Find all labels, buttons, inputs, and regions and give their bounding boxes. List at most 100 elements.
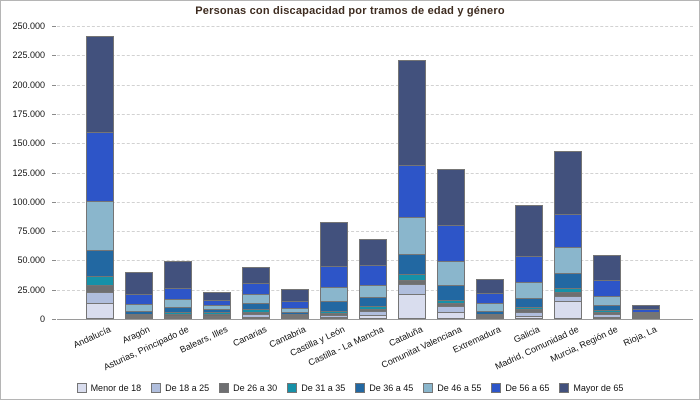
bar-segment[interactable] (319, 315, 348, 317)
bar-segment[interactable] (163, 261, 192, 288)
bar-segment[interactable] (241, 303, 270, 309)
bar-segment[interactable] (475, 314, 504, 315)
bar-segment[interactable] (514, 205, 543, 256)
bar-segment[interactable] (553, 288, 582, 292)
bar-segment[interactable] (592, 296, 621, 305)
bar-segment[interactable] (202, 316, 231, 317)
bar-segment[interactable] (319, 301, 348, 311)
bar-segment[interactable] (631, 315, 660, 316)
bar-segment[interactable] (592, 314, 621, 317)
legend-item[interactable]: De 36 a 45 (355, 383, 413, 393)
bar-segment[interactable] (553, 273, 582, 288)
bar-segment[interactable] (202, 292, 231, 300)
bar-stack[interactable] (163, 261, 192, 319)
bar-segment[interactable] (85, 292, 114, 303)
bar-segment[interactable] (124, 311, 153, 314)
bar-segment[interactable] (631, 316, 660, 317)
bar-segment[interactable] (280, 314, 309, 315)
legend-item[interactable]: De 26 a 30 (219, 383, 277, 393)
bar-segment[interactable] (475, 317, 504, 319)
bar-segment[interactable] (436, 300, 465, 303)
bar-segment[interactable] (553, 296, 582, 301)
bar-segment[interactable] (514, 316, 543, 319)
bar-segment[interactable] (397, 294, 426, 319)
bar-segment[interactable] (397, 254, 426, 274)
bar-segment[interactable] (163, 299, 192, 307)
bar-segment[interactable] (475, 311, 504, 314)
bar-segment[interactable] (631, 312, 660, 313)
bar-segment[interactable] (319, 222, 348, 266)
bar-stack[interactable] (124, 272, 153, 319)
bar-segment[interactable] (163, 288, 192, 299)
bar-segment[interactable] (85, 132, 114, 201)
bar-segment[interactable] (397, 217, 426, 254)
bar-segment[interactable] (397, 274, 426, 280)
bar-segment[interactable] (163, 314, 192, 316)
bar-segment[interactable] (358, 265, 387, 285)
bar-segment[interactable] (241, 294, 270, 303)
bar-segment[interactable] (514, 282, 543, 298)
bar-segment[interactable] (475, 293, 504, 303)
legend-item[interactable]: De 46 a 55 (423, 383, 481, 393)
legend-item[interactable]: Menor de 18 (76, 383, 141, 393)
bar-segment[interactable] (163, 316, 192, 317)
bar-segment[interactable] (202, 317, 231, 319)
bar-segment[interactable] (358, 285, 387, 297)
bar-segment[interactable] (241, 309, 270, 312)
bar-segment[interactable] (280, 301, 309, 308)
bar-segment[interactable] (124, 315, 153, 316)
bar-segment[interactable] (124, 294, 153, 304)
bar-segment[interactable] (280, 289, 309, 301)
bar-segment[interactable] (241, 283, 270, 294)
bar-segment[interactable] (202, 305, 231, 309)
bar-segment[interactable] (475, 279, 504, 293)
bar-segment[interactable] (319, 287, 348, 301)
bar-segment[interactable] (358, 239, 387, 265)
bar-segment[interactable] (436, 169, 465, 225)
bar-segment[interactable] (514, 256, 543, 282)
bar-stack[interactable] (514, 205, 543, 319)
bar-segment[interactable] (85, 303, 114, 319)
bar-stack[interactable] (319, 222, 348, 319)
bar-segment[interactable] (631, 317, 660, 319)
bar-segment[interactable] (553, 301, 582, 319)
legend-item[interactable]: De 18 a 25 (151, 383, 209, 393)
bar-segment[interactable] (241, 317, 270, 319)
bar-segment[interactable] (124, 272, 153, 294)
bar-segment[interactable] (631, 313, 660, 314)
bar-segment[interactable] (85, 276, 114, 285)
bar-segment[interactable] (397, 165, 426, 217)
bar-segment[interactable] (592, 312, 621, 314)
bar-segment[interactable] (241, 314, 270, 317)
bar-segment[interactable] (436, 225, 465, 261)
bar-stack[interactable] (241, 267, 270, 319)
bar-segment[interactable] (202, 300, 231, 305)
bar-segment[interactable] (397, 60, 426, 165)
bar-segment[interactable] (85, 201, 114, 250)
bar-stack[interactable] (358, 239, 387, 319)
bar-segment[interactable] (592, 305, 621, 310)
bar-segment[interactable] (553, 247, 582, 273)
bar-stack[interactable] (592, 255, 621, 319)
bar-segment[interactable] (631, 309, 660, 312)
bar-segment[interactable] (592, 255, 621, 280)
bar-segment[interactable] (280, 317, 309, 319)
bar-segment[interactable] (592, 280, 621, 296)
bar-segment[interactable] (280, 316, 309, 317)
bar-segment[interactable] (358, 309, 387, 311)
bar-segment[interactable] (85, 250, 114, 276)
bar-segment[interactable] (163, 317, 192, 319)
bar-segment[interactable] (436, 285, 465, 300)
bar-segment[interactable] (436, 303, 465, 306)
bar-segment[interactable] (319, 313, 348, 315)
bar-segment[interactable] (280, 308, 309, 312)
legend-item[interactable]: Mayor de 65 (559, 383, 623, 393)
bar-segment[interactable] (85, 285, 114, 292)
bar-segment[interactable] (241, 267, 270, 283)
bar-segment[interactable] (514, 307, 543, 309)
bar-stack[interactable] (436, 169, 465, 319)
bar-stack[interactable] (631, 305, 660, 319)
bar-stack[interactable] (202, 292, 231, 319)
bar-segment[interactable] (163, 312, 192, 314)
legend-item[interactable]: De 31 a 35 (287, 383, 345, 393)
